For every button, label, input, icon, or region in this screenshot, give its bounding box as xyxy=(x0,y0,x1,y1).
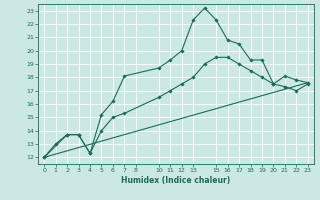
X-axis label: Humidex (Indice chaleur): Humidex (Indice chaleur) xyxy=(121,176,231,185)
